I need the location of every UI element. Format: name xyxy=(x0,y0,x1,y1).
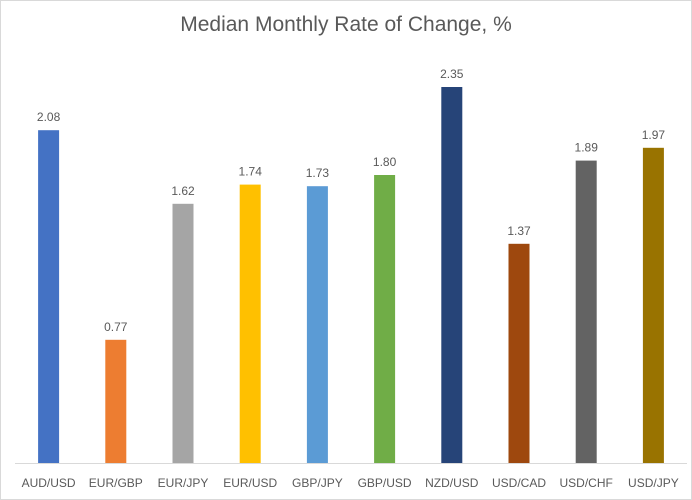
data-label-usd-jpy: 1.97 xyxy=(642,128,666,142)
data-label-nzd-usd: 2.35 xyxy=(440,67,464,81)
category-label-usd-jpy: USD/JPY xyxy=(628,476,679,490)
category-label-gbp-jpy: GBP/JPY xyxy=(292,476,343,490)
category-label-eur-gbp: EUR/GBP xyxy=(89,476,143,490)
bar-usd-jpy xyxy=(642,147,664,464)
data-label-eur-jpy: 1.62 xyxy=(171,184,195,198)
bar-usd-chf xyxy=(575,160,597,463)
category-label-nzd-usd: NZD/USD xyxy=(425,476,479,490)
category-label-usd-cad: USD/CAD xyxy=(492,476,546,490)
data-label-usd-chf: 1.89 xyxy=(575,141,599,155)
data-label-gbp-jpy: 1.73 xyxy=(306,166,330,180)
bar-gbp-usd xyxy=(374,175,396,463)
bar-eur-jpy xyxy=(172,203,194,464)
category-label-eur-jpy: EUR/JPY xyxy=(158,476,209,490)
bar-eur-gbp xyxy=(105,339,127,463)
bar-gbp-jpy xyxy=(306,186,328,463)
data-label-eur-usd: 1.74 xyxy=(239,165,263,179)
category-label-aud-usd: AUD/USD xyxy=(22,476,76,490)
category-labels-layer: AUD/USD EUR/GBP EUR/JPY EUR/USD GBP/JPY GBP/U… xyxy=(22,476,679,490)
category-label-usd-chf: USD/CHF xyxy=(560,476,613,490)
data-labels-layer: 2.08 0.77 1.62 1.74 1.73 1.80 2.35 1.37 1.89 1.97 xyxy=(37,67,665,334)
data-label-usd-cad: 1.37 xyxy=(507,224,531,238)
data-label-gbp-usd: 1.80 xyxy=(373,155,397,169)
data-label-eur-gbp: 0.77 xyxy=(104,320,128,334)
category-label-gbp-usd: GBP/USD xyxy=(358,476,412,490)
bars-layer xyxy=(38,87,664,464)
category-label-eur-usd: EUR/USD xyxy=(223,476,277,490)
data-label-aud-usd: 2.08 xyxy=(37,110,61,124)
bar-eur-usd xyxy=(239,184,261,463)
bar-aud-usd xyxy=(38,130,60,463)
chart-title: Median Monthly Rate of Change, % xyxy=(180,13,512,36)
bar-nzd-usd xyxy=(441,87,463,463)
bar-usd-cad xyxy=(508,243,530,463)
